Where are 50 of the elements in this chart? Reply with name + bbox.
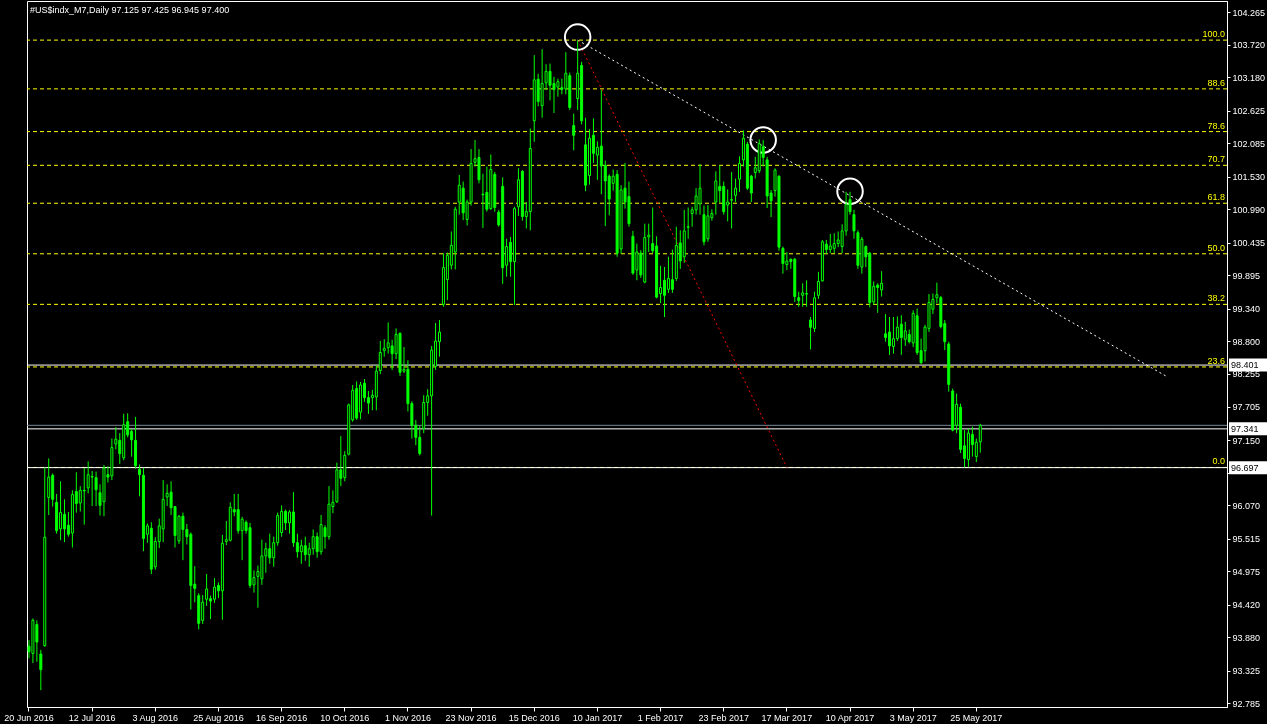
y-tick-label: 98.800 [1232, 336, 1261, 347]
annotation: 0.0 [1212, 456, 1225, 467]
y-tick-label: 102.085 [1232, 138, 1266, 149]
annotation: 23.6 [1207, 355, 1225, 366]
x-tick-label: 10 Oct 2016 [320, 712, 370, 723]
y-tick-label: 97.705 [1232, 402, 1261, 413]
y-tick-label: 103.180 [1232, 72, 1266, 83]
y-tick-label: 101.530 [1232, 172, 1266, 183]
x-tick-label: 10 Jan 2017 [572, 712, 623, 723]
x-tick-label: 23 Feb 2017 [698, 712, 749, 723]
y-tick-label: 100.990 [1232, 204, 1266, 215]
x-tick-label: 25 Aug 2016 [193, 712, 244, 723]
y-tick-label: 93.325 [1232, 666, 1261, 677]
x-tick-label: 1 Feb 2017 [637, 712, 684, 723]
annotation: 88.6 [1207, 77, 1225, 88]
x-tick-label: 17 Mar 2017 [761, 712, 813, 723]
x-tick-label: 1 Nov 2016 [384, 712, 431, 723]
x-tick-label: 25 May 2017 [950, 712, 1003, 723]
y-tick-label: 99.340 [1232, 304, 1261, 315]
x-tick-label: 20 Jun 2016 [4, 712, 54, 723]
y-tick-label: 102.625 [1232, 106, 1266, 117]
y-tick-label: 93.880 [1232, 632, 1261, 643]
x-tick-label: 12 Jul 2016 [68, 712, 116, 723]
x-tick-label: 16 Sep 2016 [256, 712, 308, 723]
y-tick-label: 100.435 [1232, 238, 1266, 249]
annotation: 70.7 [1207, 154, 1225, 165]
annotation: 61.8 [1207, 192, 1225, 203]
annotation: 38.2 [1207, 293, 1225, 304]
x-tick-label: 15 Dec 2016 [508, 712, 560, 723]
annotation: 100.0 [1202, 29, 1225, 40]
ref-line-label: 97.341 [1231, 423, 1259, 434]
y-tick-label: 104.265 [1232, 7, 1266, 18]
ref-line-label: 96.697 [1231, 462, 1259, 473]
y-tick-label: 94.420 [1232, 600, 1261, 611]
annotation: 50.0 [1207, 242, 1225, 253]
y-tick-label: 96.070 [1232, 500, 1261, 511]
x-tick-label: 3 May 2017 [889, 712, 937, 723]
x-tick-label: 3 Aug 2016 [132, 712, 179, 723]
annotation: 78.6 [1207, 120, 1225, 131]
y-tick-label: 92.785 [1232, 698, 1261, 709]
ref-line-label: 98.401 [1231, 360, 1259, 371]
y-tick-label: 94.975 [1232, 566, 1261, 577]
y-tick-label: 95.515 [1232, 534, 1261, 545]
x-tick-label: 10 Apr 2017 [825, 712, 875, 723]
y-tick-label: 98.255 [1232, 369, 1261, 380]
x-tick-label: 23 Nov 2016 [445, 712, 497, 723]
y-tick-label: 97.150 [1232, 435, 1261, 446]
y-tick-label: 103.720 [1232, 40, 1266, 51]
y-tick-label: 99.895 [1232, 270, 1261, 281]
chart-title: #US$indx_M7,Daily 97.125 97.425 96.945 97.400 [30, 5, 230, 15]
